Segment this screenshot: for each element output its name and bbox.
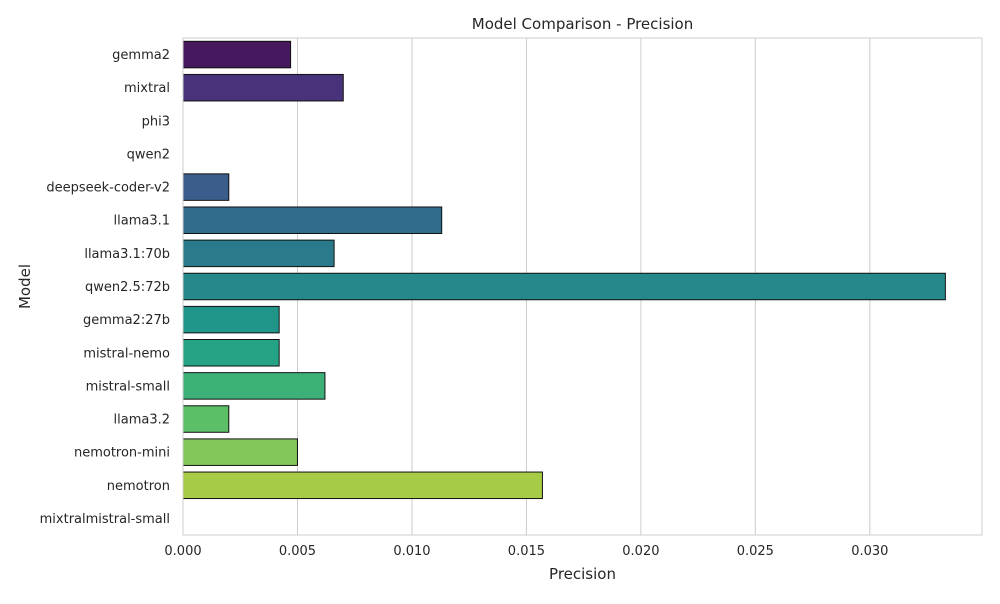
y-tick-label: nemotron-mini bbox=[74, 446, 170, 461]
bar-mistral-nemo bbox=[182, 339, 280, 367]
bar-mistral-small bbox=[182, 372, 326, 400]
y-tick-label: llama3.1:70b bbox=[84, 247, 170, 262]
y-tick-label: mistral-small bbox=[86, 379, 170, 394]
x-tick-label: 0.030 bbox=[851, 544, 888, 559]
x-tick-label: 0.015 bbox=[508, 544, 545, 559]
bar-llama3-1 bbox=[182, 206, 443, 234]
x-axis-title: Precision bbox=[549, 565, 616, 583]
y-tick-label: qwen2.5:72b bbox=[85, 280, 170, 295]
bar-deepseek-coder-v2 bbox=[182, 173, 230, 201]
y-tick-label: mixtralmistral-small bbox=[40, 512, 170, 527]
bar-qwen2-5-72b bbox=[182, 272, 946, 301]
chart-title: Model Comparison - Precision bbox=[472, 15, 694, 33]
y-tick-label: mistral-nemo bbox=[83, 346, 170, 361]
y-tick-label: deepseek-coder-v2 bbox=[46, 181, 170, 196]
bar-nemotron-mini bbox=[182, 438, 298, 466]
x-tick-label: 0.025 bbox=[737, 544, 774, 559]
y-tick-label: gemma2:27b bbox=[83, 313, 170, 328]
plot-frame bbox=[182, 37, 983, 536]
bar-nemotron bbox=[182, 471, 543, 500]
y-tick-label: phi3 bbox=[142, 114, 170, 129]
y-axis-title: Model bbox=[16, 264, 34, 309]
y-tick-label: qwen2 bbox=[127, 147, 170, 162]
bar-llama3-1-70b bbox=[182, 239, 335, 268]
x-tick-label: 0.005 bbox=[279, 544, 316, 559]
x-tick-label: 0.000 bbox=[164, 544, 201, 559]
bar-gemma2-27b bbox=[182, 305, 280, 334]
bar-gemma2 bbox=[182, 40, 292, 69]
x-tick-labels: 0.000 0.005 0.010 0.015 0.020 0.025 0.030 bbox=[164, 544, 888, 559]
bar-llama3-2 bbox=[182, 405, 230, 433]
y-tick-label: gemma2 bbox=[112, 48, 170, 63]
y-tick-label: llama3.1 bbox=[114, 214, 171, 229]
y-tick-label: mixtral bbox=[124, 81, 170, 96]
bars bbox=[182, 40, 946, 500]
bar-mixtral bbox=[182, 73, 344, 102]
y-tick-labels: gemma2 mixtral phi3 qwen2 deepseek-coder-v2 l… bbox=[40, 48, 170, 527]
y-tick-label: llama3.2 bbox=[114, 413, 171, 428]
y-tick-label: nemotron bbox=[107, 479, 170, 494]
x-tick-label: 0.020 bbox=[622, 544, 659, 559]
x-tick-label: 0.010 bbox=[393, 544, 430, 559]
